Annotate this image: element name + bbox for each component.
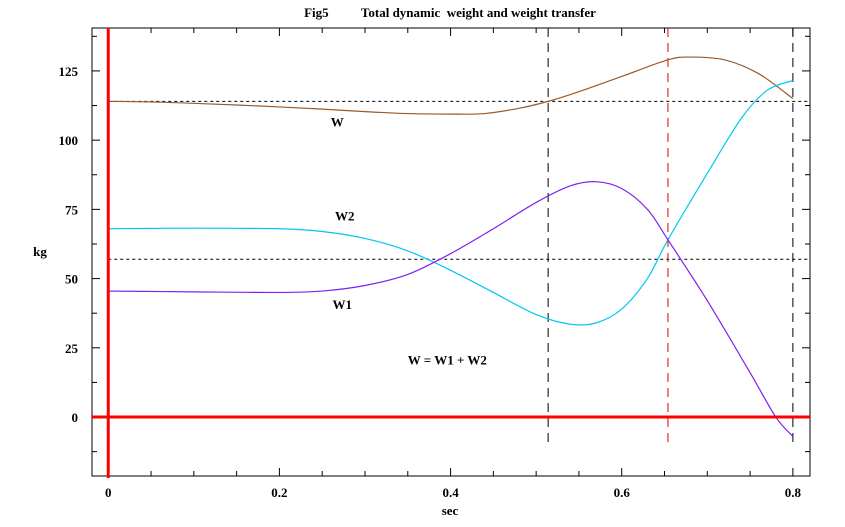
y-tick-label: 50: [65, 272, 78, 287]
series-line-w1: [108, 180, 794, 437]
y-tick-label: 100: [59, 133, 79, 148]
y-tick-label: 0: [72, 410, 79, 425]
y-tick-label: 75: [65, 202, 79, 217]
x-tick-label: 0: [105, 485, 112, 500]
series-line-w: [108, 56, 794, 115]
annotation: W2: [335, 208, 355, 223]
y-axis-label: kg: [33, 244, 47, 259]
y-tick-label: 125: [59, 64, 79, 79]
plot-frame: [91, 27, 811, 477]
x-tick-label: 0.8: [785, 485, 802, 500]
y-tick-label: 25: [65, 341, 79, 356]
annotation: W = W1 + W2: [408, 352, 487, 367]
chart-title: Fig5 Total dynamic weight and weight tra…: [304, 5, 596, 20]
x-axis-label: sec: [442, 503, 459, 518]
x-tick-label: 0.4: [442, 485, 459, 500]
series-line-w2: [108, 80, 794, 326]
x-tick-label: 0.6: [614, 485, 631, 500]
annotation: W1: [332, 297, 352, 312]
annotation: W: [331, 114, 344, 129]
x-tick-label: 0.2: [271, 485, 287, 500]
